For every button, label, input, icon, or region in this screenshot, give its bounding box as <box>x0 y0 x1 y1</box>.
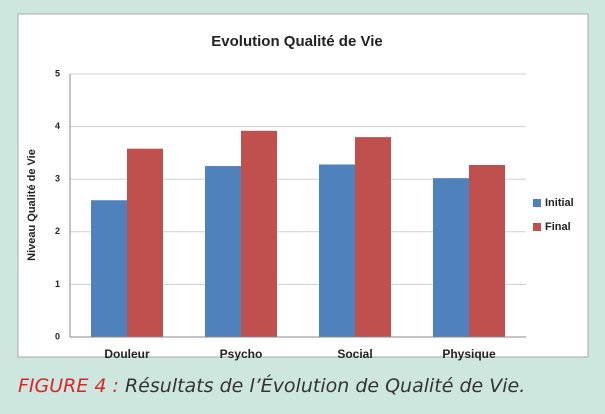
bar <box>127 148 163 337</box>
y-axis-label: Niveau Qualité de Vie <box>26 149 38 261</box>
x-tick-label: Physique <box>442 347 496 361</box>
caption-label: FIGURE 4 : <box>18 375 119 397</box>
bar <box>355 137 391 337</box>
x-tick-label: Social <box>337 347 372 361</box>
x-tick-label: Douleur <box>104 347 150 361</box>
bar <box>205 166 241 337</box>
y-tick-label: 1 <box>55 279 60 289</box>
bar <box>469 164 505 337</box>
bar <box>433 178 469 337</box>
y-tick-label: 3 <box>55 174 60 184</box>
bar <box>319 164 355 337</box>
y-tick-label: 0 <box>55 331 60 341</box>
legend-label: Initial <box>545 197 574 209</box>
caption: FIGURE 4 : Résultats de l’Évolution de Q… <box>18 375 525 397</box>
legend-label: Final <box>545 221 571 233</box>
legend-swatch <box>533 199 541 207</box>
legend-swatch <box>533 223 541 231</box>
y-tick-label: 2 <box>55 226 60 236</box>
x-tick-label: Psycho <box>220 347 263 361</box>
bar <box>241 130 277 337</box>
y-tick-label: 5 <box>55 68 60 78</box>
chart-title: Evolution Qualité de Vie <box>211 33 382 50</box>
caption-text: Résultats de l’Évolution de Qualité de V… <box>124 375 526 397</box>
y-tick-label: 4 <box>55 121 60 131</box>
bar <box>91 200 127 337</box>
